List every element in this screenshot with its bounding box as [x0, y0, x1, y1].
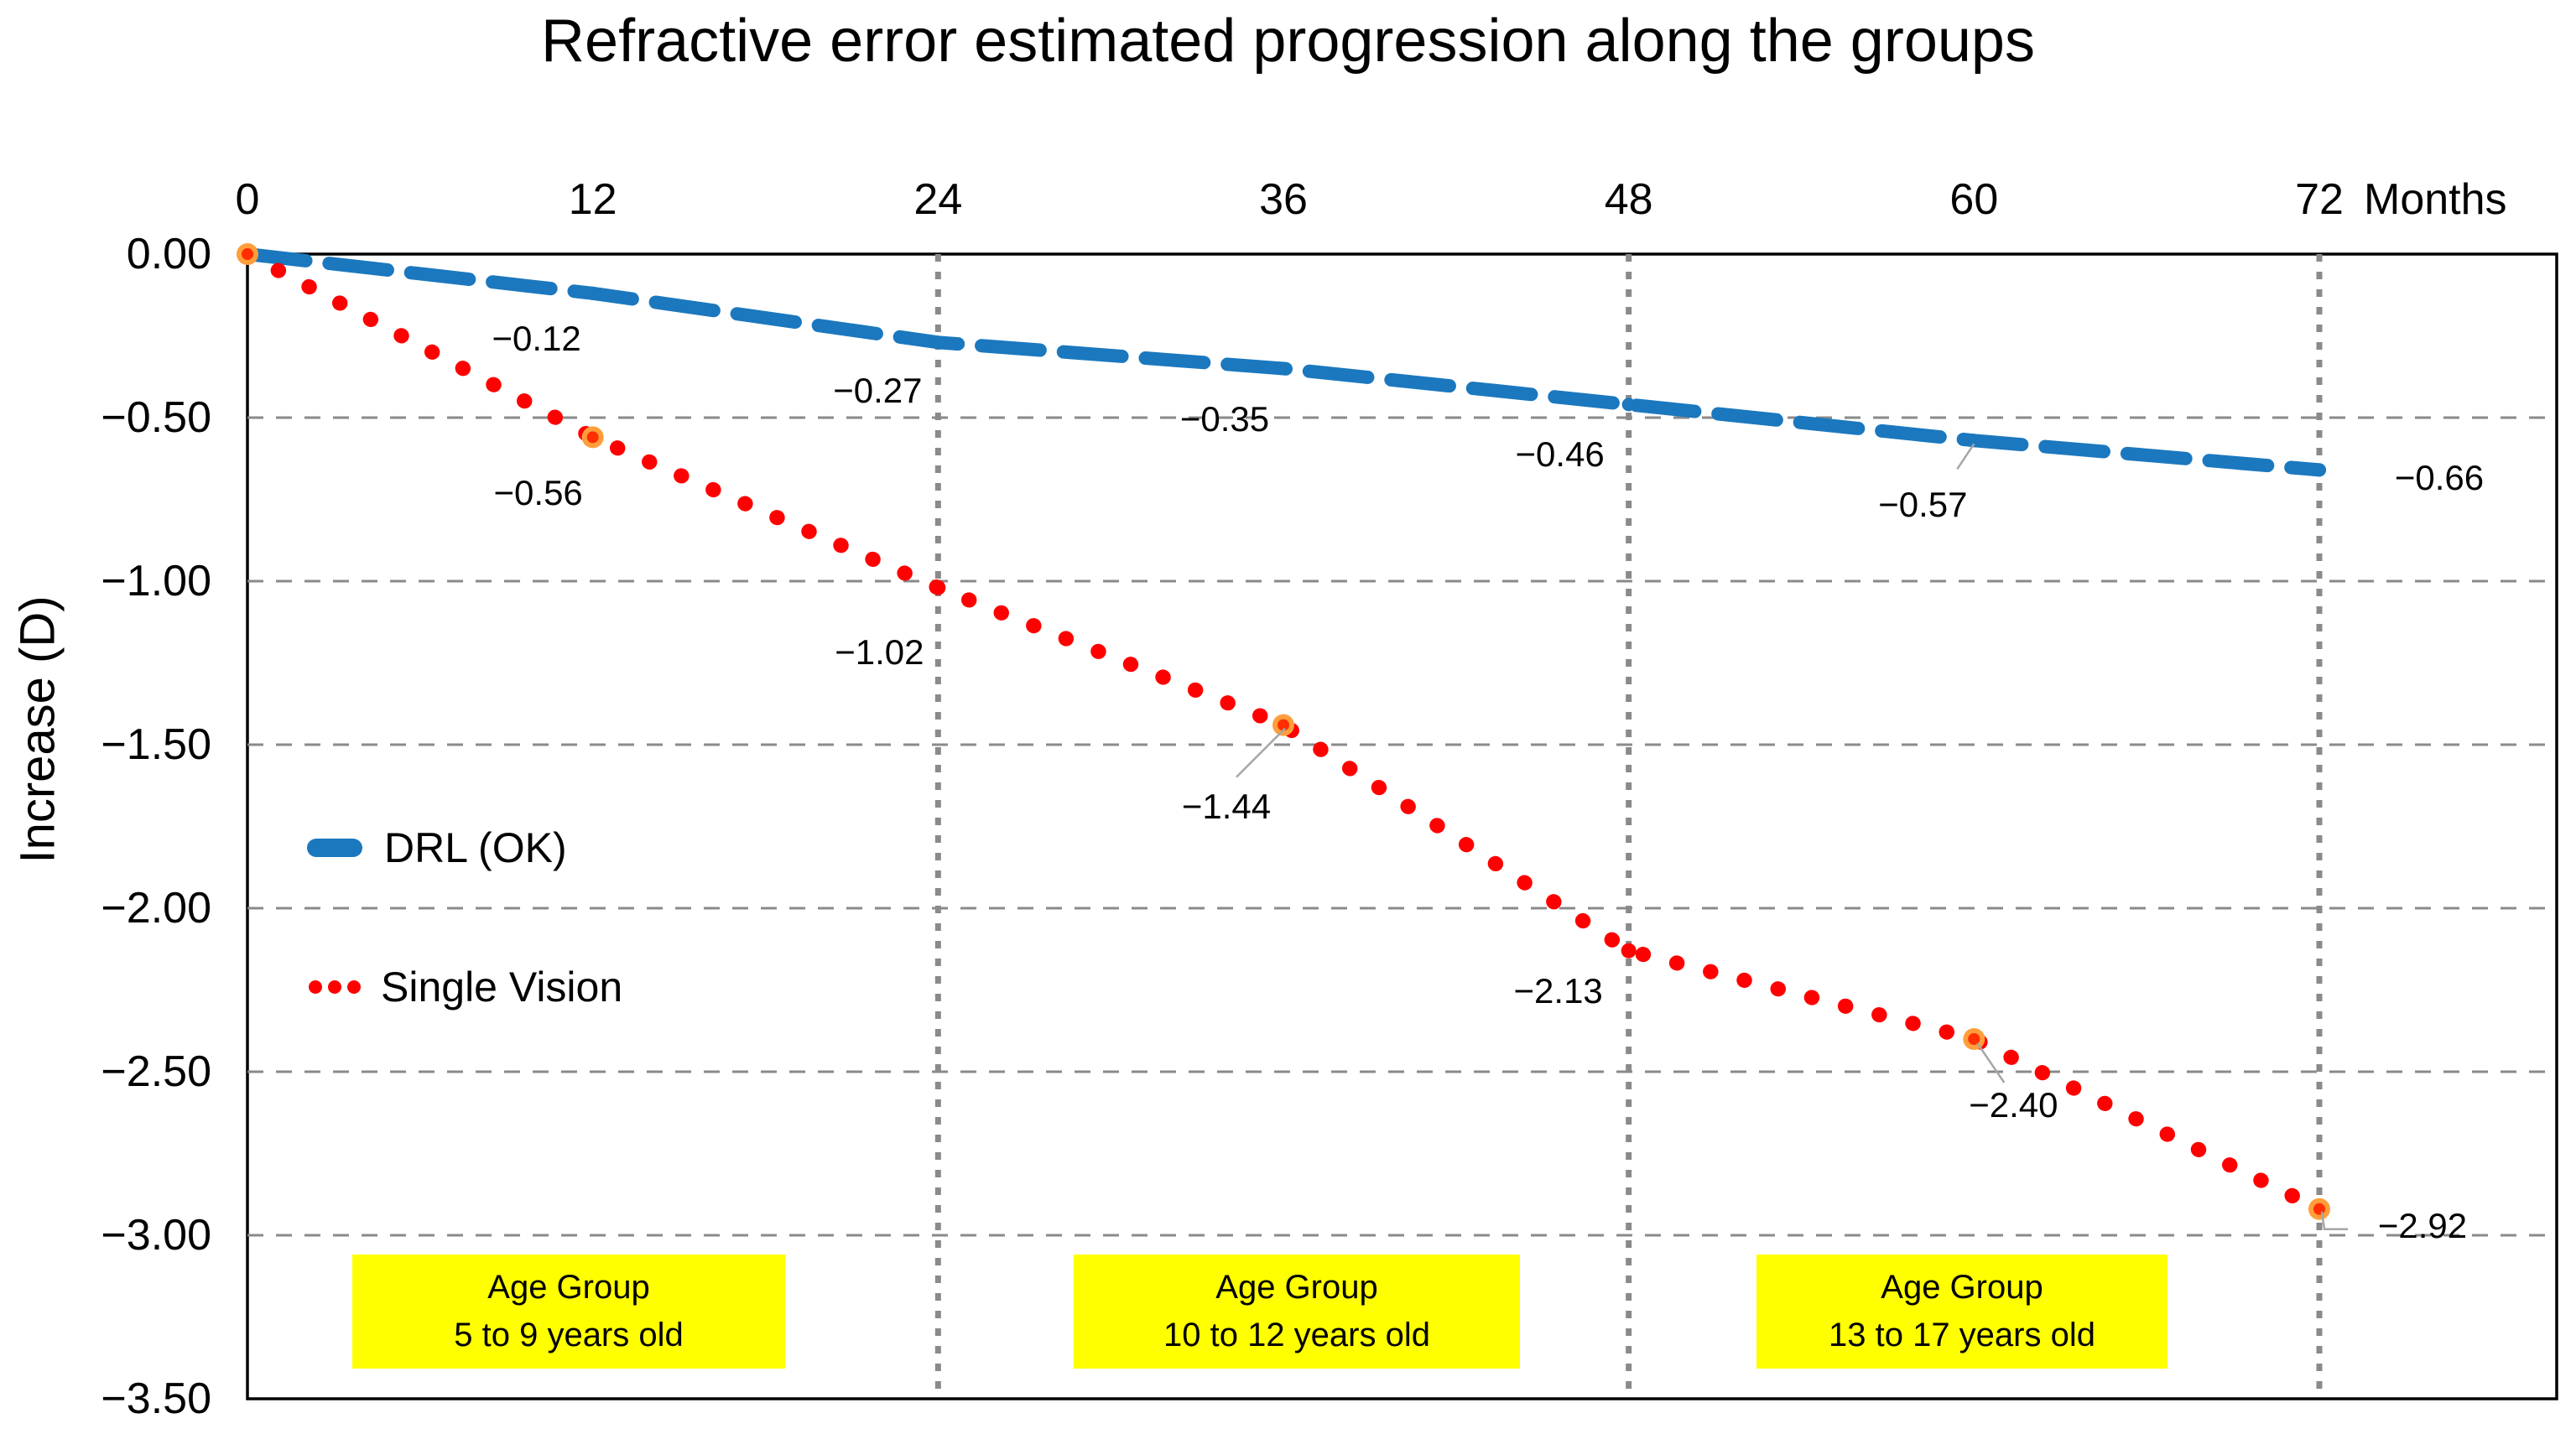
- y-tick-label: −3.50: [101, 1374, 211, 1423]
- y-tick-label: 0.00: [126, 230, 211, 278]
- y-tick-label: −1.50: [101, 720, 211, 769]
- x-tick-label: 12: [568, 175, 617, 224]
- legend-item-drl: DRL (OK): [307, 815, 622, 881]
- data-label: −0.12: [492, 318, 581, 358]
- data-label: −0.46: [1515, 434, 1605, 475]
- age-group-box: Age Group 13 to 17 years old: [1756, 1255, 2167, 1369]
- red-dot-icon: [309, 980, 322, 994]
- age-group-box: Age Group 5 to 9 years old: [352, 1255, 785, 1369]
- legend: DRL (OK) Single Vision: [307, 815, 622, 1094]
- data-label: −0.27: [833, 371, 923, 411]
- x-axis-unit-label: Months: [2364, 175, 2507, 224]
- age-group-range: 13 to 17 years old: [1829, 1317, 2095, 1353]
- age-group-range: 10 to 12 years old: [1163, 1317, 1430, 1353]
- age-group-range: 5 to 9 years old: [454, 1317, 684, 1353]
- red-dot-icon: [328, 980, 341, 994]
- data-label: −2.92: [2377, 1205, 2468, 1245]
- x-tick-label: 60: [1949, 175, 1999, 224]
- highlighted-point-marker: [1278, 719, 1290, 731]
- plot-border: [246, 252, 2558, 1400]
- age-group-title: Age Group: [1881, 1269, 2043, 1307]
- label-leader-line: [1956, 443, 1975, 470]
- data-point-marker-single-vision: [930, 579, 946, 595]
- x-tick-label: 72: [2295, 175, 2344, 224]
- highlighted-point-marker: [586, 431, 599, 444]
- single-vision-dots-swatch: [307, 980, 362, 994]
- chart-title: Refractive error estimated progression a…: [541, 8, 2035, 75]
- x-tick-label: 24: [913, 175, 963, 224]
- age-group-title: Age Group: [1215, 1269, 1378, 1307]
- y-tick-label: −1.00: [101, 557, 211, 605]
- legend-label-drl: DRL (OK): [384, 824, 567, 871]
- label-leader-line: [1976, 1042, 2006, 1083]
- label-leader-line: [2320, 1211, 2349, 1231]
- age-group-box: Age Group 10 to 12 years old: [1074, 1255, 1520, 1369]
- y-tick-label: −3.00: [101, 1211, 211, 1260]
- data-label: −2.13: [1513, 970, 1603, 1011]
- y-tick-label: −0.50: [101, 393, 211, 442]
- highlighted-point-marker: [242, 248, 253, 260]
- data-label: −0.35: [1179, 398, 1270, 439]
- label-leader-line: [1236, 727, 1286, 778]
- age-group-title: Age Group: [487, 1269, 650, 1307]
- data-label: −0.66: [2394, 458, 2485, 498]
- data-label: −1.02: [835, 631, 924, 672]
- data-label: −0.56: [493, 473, 583, 513]
- legend-label-single-vision: Single Vision: [381, 964, 623, 1011]
- highlighted-point-marker: [1968, 1033, 1980, 1045]
- x-tick-label: 36: [1259, 175, 1308, 224]
- y-tick-label: −2.50: [101, 1047, 211, 1096]
- highlighted-point-marker: [2313, 1203, 2326, 1215]
- data-point-marker-drl: [931, 335, 945, 350]
- data-point-marker-drl: [1277, 361, 1291, 376]
- x-tick-label: 48: [1604, 175, 1653, 224]
- data-point-marker-drl: [585, 286, 600, 300]
- red-dot-icon: [347, 980, 361, 994]
- data-point-marker-drl: [1967, 434, 1981, 448]
- x-tick-label: 0: [235, 175, 260, 224]
- legend-item-single-vision: Single Vision: [307, 954, 622, 1020]
- drl-dash-swatch: [307, 839, 362, 857]
- y-tick-label: −2.00: [101, 884, 211, 933]
- data-label: −1.44: [1181, 786, 1272, 826]
- data-point-marker-drl: [2313, 463, 2327, 477]
- data-point-marker-single-vision: [1621, 943, 1637, 959]
- data-label: −0.57: [1878, 485, 1968, 525]
- data-point-marker-drl: [1621, 397, 1636, 412]
- data-label: −2.40: [1969, 1085, 2058, 1125]
